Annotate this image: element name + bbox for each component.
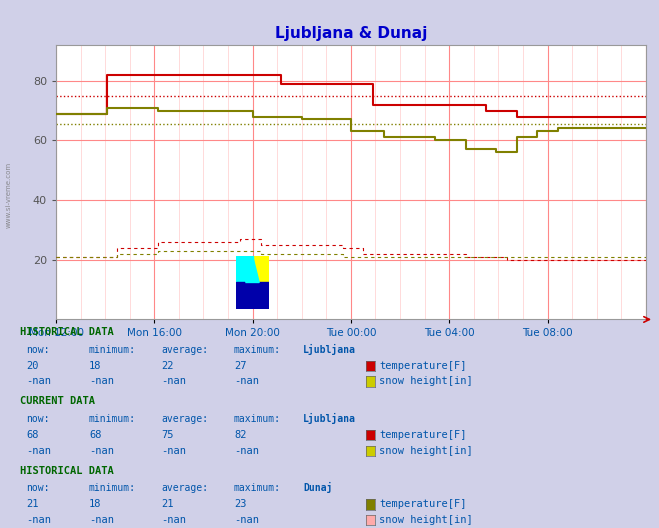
Text: 18: 18 <box>89 361 101 371</box>
Title: Ljubljana & Dunaj: Ljubljana & Dunaj <box>275 26 427 41</box>
Text: Ljubljana: Ljubljana <box>303 413 356 424</box>
Text: 21: 21 <box>26 499 39 509</box>
Text: minimum:: minimum: <box>89 414 136 424</box>
Text: maximum:: maximum: <box>234 345 281 355</box>
Text: -nan: -nan <box>89 446 114 456</box>
Text: -nan: -nan <box>161 515 186 525</box>
Text: 21: 21 <box>161 499 174 509</box>
Text: average:: average: <box>161 483 208 493</box>
Text: www.si-vreme.com: www.si-vreme.com <box>5 162 11 229</box>
Polygon shape <box>239 256 259 282</box>
Text: 22: 22 <box>161 361 174 371</box>
Text: -nan: -nan <box>26 446 51 456</box>
Text: -nan: -nan <box>161 376 186 386</box>
Text: -nan: -nan <box>89 515 114 525</box>
Text: 18: 18 <box>89 499 101 509</box>
Text: 68: 68 <box>89 430 101 440</box>
Text: -nan: -nan <box>89 376 114 386</box>
Text: average:: average: <box>161 414 208 424</box>
Text: minimum:: minimum: <box>89 483 136 493</box>
Text: -nan: -nan <box>161 446 186 456</box>
Text: temperature[F]: temperature[F] <box>379 499 467 509</box>
Text: Ljubljana: Ljubljana <box>303 344 356 355</box>
Text: minimum:: minimum: <box>89 345 136 355</box>
Text: HISTORICAL DATA: HISTORICAL DATA <box>20 327 113 337</box>
Text: -nan: -nan <box>26 515 51 525</box>
Text: now:: now: <box>26 483 50 493</box>
Text: average:: average: <box>161 345 208 355</box>
Text: snow height[in]: snow height[in] <box>379 446 473 456</box>
Text: -nan: -nan <box>234 376 259 386</box>
Text: -nan: -nan <box>234 446 259 456</box>
Text: CURRENT DATA: CURRENT DATA <box>20 397 95 407</box>
Text: maximum:: maximum: <box>234 414 281 424</box>
Text: snow height[in]: snow height[in] <box>379 515 473 525</box>
Text: 20: 20 <box>26 361 39 371</box>
Text: maximum:: maximum: <box>234 483 281 493</box>
Text: Dunaj: Dunaj <box>303 482 333 493</box>
Text: temperature[F]: temperature[F] <box>379 430 467 440</box>
Text: -nan: -nan <box>234 515 259 525</box>
Text: HISTORICAL DATA: HISTORICAL DATA <box>20 466 113 476</box>
Polygon shape <box>236 282 269 309</box>
Text: 82: 82 <box>234 430 246 440</box>
Text: -nan: -nan <box>26 376 51 386</box>
Text: 68: 68 <box>26 430 39 440</box>
Text: 23: 23 <box>234 499 246 509</box>
Text: 27: 27 <box>234 361 246 371</box>
Text: temperature[F]: temperature[F] <box>379 361 467 371</box>
Text: now:: now: <box>26 345 50 355</box>
Polygon shape <box>236 256 252 282</box>
Polygon shape <box>252 256 269 282</box>
Text: snow height[in]: snow height[in] <box>379 376 473 386</box>
Text: 75: 75 <box>161 430 174 440</box>
Text: now:: now: <box>26 414 50 424</box>
